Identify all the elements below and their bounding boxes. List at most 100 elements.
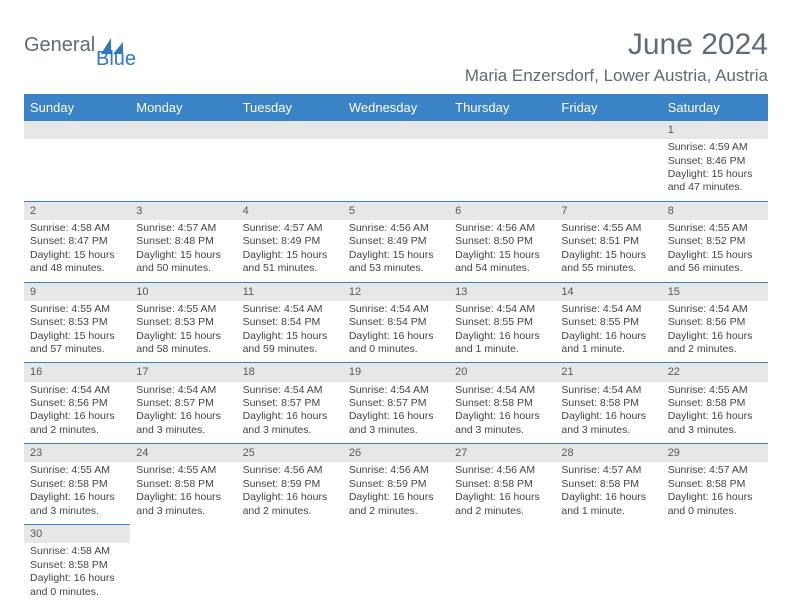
day-details: Sunrise: 4:54 AMSunset: 8:55 PMDaylight:… [449, 301, 555, 363]
day-details: Sunrise: 4:55 AMSunset: 8:58 PMDaylight:… [24, 462, 130, 524]
day-details: Sunrise: 4:54 AMSunset: 8:57 PMDaylight:… [130, 382, 236, 444]
sunset-line: Sunset: 8:53 PM [136, 316, 230, 329]
day-details: Sunrise: 4:54 AMSunset: 8:57 PMDaylight:… [343, 382, 449, 444]
day-details [130, 139, 236, 191]
sunset-line: Sunset: 8:56 PM [668, 316, 762, 329]
day-number [343, 524, 449, 542]
calendar-table: SundayMondayTuesdayWednesdayThursdayFrid… [24, 94, 768, 605]
calendar-cell [555, 121, 661, 201]
daylight-line: Daylight: 16 hours and 2 minutes. [30, 410, 124, 437]
calendar-cell: 24Sunrise: 4:55 AMSunset: 8:58 PMDayligh… [130, 443, 236, 524]
logo-text-general: General [24, 34, 95, 57]
day-header: Friday [555, 94, 661, 121]
day-number [343, 121, 449, 139]
day-number: 27 [449, 443, 555, 462]
day-number: 25 [237, 443, 343, 462]
day-number: 6 [449, 201, 555, 220]
calendar-week: 16Sunrise: 4:54 AMSunset: 8:56 PMDayligh… [24, 362, 768, 443]
day-number: 15 [662, 282, 768, 301]
calendar-cell [343, 121, 449, 201]
day-details: Sunrise: 4:54 AMSunset: 8:56 PMDaylight:… [24, 382, 130, 444]
sunset-line: Sunset: 8:55 PM [455, 316, 549, 329]
day-number: 26 [343, 443, 449, 462]
calendar-cell: 17Sunrise: 4:54 AMSunset: 8:57 PMDayligh… [130, 362, 236, 443]
calendar-cell: 28Sunrise: 4:57 AMSunset: 8:58 PMDayligh… [555, 443, 661, 524]
sunset-line: Sunset: 8:59 PM [349, 478, 443, 491]
calendar-week: 23Sunrise: 4:55 AMSunset: 8:58 PMDayligh… [24, 443, 768, 524]
calendar-cell: 23Sunrise: 4:55 AMSunset: 8:58 PMDayligh… [24, 443, 130, 524]
day-details: Sunrise: 4:56 AMSunset: 8:58 PMDaylight:… [449, 462, 555, 524]
daylight-line: Daylight: 15 hours and 51 minutes. [243, 249, 337, 276]
sunset-line: Sunset: 8:58 PM [668, 478, 762, 491]
daylight-line: Daylight: 15 hours and 56 minutes. [668, 249, 762, 276]
sunrise-line: Sunrise: 4:58 AM [30, 545, 124, 558]
day-number [555, 121, 661, 139]
daylight-line: Daylight: 16 hours and 3 minutes. [455, 410, 549, 437]
sunset-line: Sunset: 8:56 PM [30, 397, 124, 410]
daylight-line: Daylight: 16 hours and 3 minutes. [136, 410, 230, 437]
day-details: Sunrise: 4:55 AMSunset: 8:53 PMDaylight:… [24, 301, 130, 363]
daylight-line: Daylight: 15 hours and 59 minutes. [243, 330, 337, 357]
day-details [237, 542, 343, 594]
day-number [662, 524, 768, 542]
sunrise-line: Sunrise: 4:57 AM [136, 222, 230, 235]
sunset-line: Sunset: 8:58 PM [136, 478, 230, 491]
day-number: 21 [555, 362, 661, 381]
daylight-line: Daylight: 16 hours and 1 minute. [455, 330, 549, 357]
calendar-cell: 25Sunrise: 4:56 AMSunset: 8:59 PMDayligh… [237, 443, 343, 524]
day-details [130, 542, 236, 594]
sunrise-line: Sunrise: 4:55 AM [30, 464, 124, 477]
calendar-cell: 4Sunrise: 4:57 AMSunset: 8:49 PMDaylight… [237, 201, 343, 282]
sunset-line: Sunset: 8:55 PM [561, 316, 655, 329]
sunset-line: Sunset: 8:51 PM [561, 235, 655, 248]
location: Maria Enzersdorf, Lower Austria, Austria [465, 66, 768, 86]
calendar-cell: 15Sunrise: 4:54 AMSunset: 8:56 PMDayligh… [662, 282, 768, 363]
calendar-cell [449, 524, 555, 605]
day-number: 29 [662, 443, 768, 462]
sunset-line: Sunset: 8:53 PM [30, 316, 124, 329]
day-header: Wednesday [343, 94, 449, 121]
sunrise-line: Sunrise: 4:56 AM [349, 222, 443, 235]
daylight-line: Daylight: 15 hours and 55 minutes. [561, 249, 655, 276]
daylight-line: Daylight: 16 hours and 3 minutes. [30, 491, 124, 518]
calendar-cell: 26Sunrise: 4:56 AMSunset: 8:59 PMDayligh… [343, 443, 449, 524]
calendar-cell: 30Sunrise: 4:58 AMSunset: 8:58 PMDayligh… [24, 524, 130, 605]
day-number: 4 [237, 201, 343, 220]
daylight-line: Daylight: 16 hours and 3 minutes. [243, 410, 337, 437]
day-number: 30 [24, 524, 130, 543]
sunrise-line: Sunrise: 4:55 AM [561, 222, 655, 235]
sunrise-line: Sunrise: 4:54 AM [455, 384, 549, 397]
sunset-line: Sunset: 8:58 PM [455, 478, 549, 491]
daylight-line: Daylight: 15 hours and 50 minutes. [136, 249, 230, 276]
day-details [449, 542, 555, 594]
sunset-line: Sunset: 8:52 PM [668, 235, 762, 248]
daylight-line: Daylight: 16 hours and 1 minute. [561, 491, 655, 518]
sunrise-line: Sunrise: 4:54 AM [349, 303, 443, 316]
title-block: June 2024 Maria Enzersdorf, Lower Austri… [465, 28, 768, 86]
sunrise-line: Sunrise: 4:55 AM [30, 303, 124, 316]
calendar-cell [130, 524, 236, 605]
calendar-cell: 18Sunrise: 4:54 AMSunset: 8:57 PMDayligh… [237, 362, 343, 443]
day-number [449, 121, 555, 139]
day-number: 2 [24, 201, 130, 220]
day-number: 1 [662, 121, 768, 139]
day-header: Thursday [449, 94, 555, 121]
calendar-cell: 12Sunrise: 4:54 AMSunset: 8:54 PMDayligh… [343, 282, 449, 363]
day-header: Sunday [24, 94, 130, 121]
sunrise-line: Sunrise: 4:56 AM [349, 464, 443, 477]
sunrise-line: Sunrise: 4:58 AM [30, 222, 124, 235]
sunrise-line: Sunrise: 4:57 AM [668, 464, 762, 477]
daylight-line: Daylight: 16 hours and 3 minutes. [349, 410, 443, 437]
calendar-cell: 5Sunrise: 4:56 AMSunset: 8:49 PMDaylight… [343, 201, 449, 282]
calendar-cell [237, 121, 343, 201]
calendar-cell [662, 524, 768, 605]
sunset-line: Sunset: 8:58 PM [455, 397, 549, 410]
sunset-line: Sunset: 8:58 PM [561, 397, 655, 410]
day-details: Sunrise: 4:57 AMSunset: 8:48 PMDaylight:… [130, 220, 236, 282]
day-header: Monday [130, 94, 236, 121]
day-details: Sunrise: 4:56 AMSunset: 8:59 PMDaylight:… [343, 462, 449, 524]
daylight-line: Daylight: 16 hours and 0 minutes. [668, 491, 762, 518]
sunset-line: Sunset: 8:49 PM [243, 235, 337, 248]
day-number [449, 524, 555, 542]
calendar-cell: 2Sunrise: 4:58 AMSunset: 8:47 PMDaylight… [24, 201, 130, 282]
